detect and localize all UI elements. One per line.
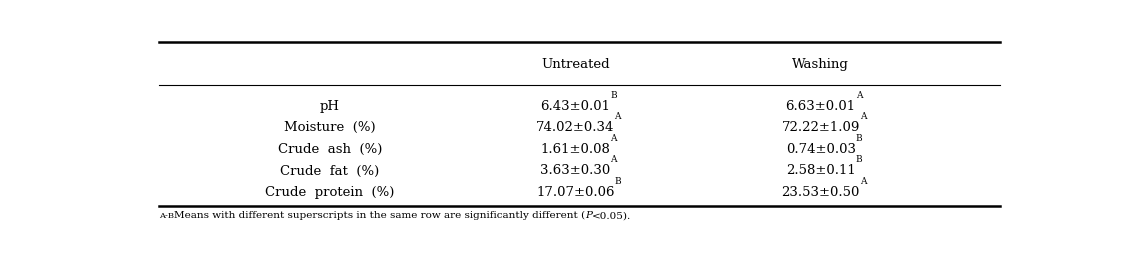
Text: P: P <box>585 210 592 219</box>
Text: 0.74±0.03: 0.74±0.03 <box>786 142 856 155</box>
Text: pH: pH <box>320 99 339 112</box>
Text: Crude  protein  (%): Crude protein (%) <box>265 185 395 198</box>
Text: 72.22±1.09: 72.22±1.09 <box>782 121 860 134</box>
Text: 74.02±0.34: 74.02±0.34 <box>536 121 614 134</box>
Text: Means with different superscripts in the same row are significantly different (: Means with different superscripts in the… <box>174 210 585 219</box>
Text: Untreated: Untreated <box>541 58 610 71</box>
Text: Crude  ash  (%): Crude ash (%) <box>277 142 382 155</box>
Text: A: A <box>611 155 616 164</box>
Text: A-B: A-B <box>158 211 174 219</box>
Text: A: A <box>860 112 866 121</box>
Text: A: A <box>860 176 866 185</box>
Text: 23.53±0.50: 23.53±0.50 <box>782 185 860 198</box>
Text: Washing: Washing <box>792 58 849 71</box>
Text: 6.43±0.01: 6.43±0.01 <box>541 99 611 112</box>
Text: Crude  fat  (%): Crude fat (%) <box>280 164 380 177</box>
Text: 2.58±0.11: 2.58±0.11 <box>786 164 855 177</box>
Text: A: A <box>614 112 621 121</box>
Text: <0.05).: <0.05). <box>592 210 631 219</box>
Text: A: A <box>856 90 862 99</box>
Text: B: B <box>856 133 862 142</box>
Text: B: B <box>614 176 621 185</box>
Text: 17.07±0.06: 17.07±0.06 <box>536 185 614 198</box>
Text: 1.61±0.08: 1.61±0.08 <box>541 142 611 155</box>
Text: Moisture  (%): Moisture (%) <box>284 121 375 134</box>
Text: 3.63±0.30: 3.63±0.30 <box>541 164 611 177</box>
Text: 6.63±0.01: 6.63±0.01 <box>786 99 856 112</box>
Text: B: B <box>611 90 616 99</box>
Text: B: B <box>855 155 862 164</box>
Text: A: A <box>611 133 616 142</box>
